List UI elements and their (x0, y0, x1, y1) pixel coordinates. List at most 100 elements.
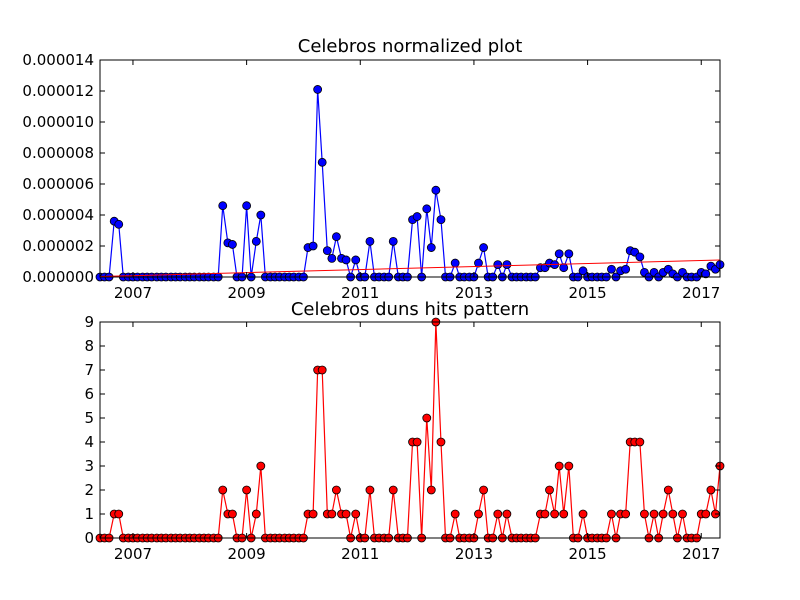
data-point (564, 461, 574, 471)
y-tick-label: 0.000002 (22, 237, 94, 255)
y-tick-label: 0.000000 (22, 268, 94, 286)
y-tick-label: 9 (84, 313, 94, 331)
x-tick-label: 2011 (341, 545, 379, 563)
data-point (635, 252, 645, 262)
data-point (649, 509, 659, 519)
data-point (256, 461, 266, 471)
data-point (578, 509, 588, 519)
data-point (341, 509, 351, 519)
data-point (365, 236, 375, 246)
data-point (317, 157, 327, 167)
data-point (341, 255, 351, 265)
data-point (701, 269, 711, 279)
data-point (218, 485, 228, 495)
data-point (431, 185, 441, 195)
x-tick-label: 2013 (455, 545, 493, 563)
data-point (322, 246, 332, 256)
data-point (332, 232, 341, 242)
data-point (436, 437, 446, 447)
plot-frame (99, 59, 721, 278)
data-point (317, 365, 327, 375)
y-tick-label: 6 (84, 385, 94, 403)
data-point (564, 249, 574, 259)
data-point (450, 509, 460, 519)
data-point (114, 219, 124, 229)
data-point (388, 236, 398, 246)
data-point (365, 485, 375, 495)
data-point (668, 509, 678, 519)
x-tick-label: 2015 (568, 284, 606, 302)
x-tick-label: 2013 (455, 284, 493, 302)
data-point (663, 485, 673, 495)
y-tick-label: 0.000010 (22, 113, 94, 131)
x-tick-label: 2007 (114, 284, 152, 302)
data-point (621, 264, 631, 274)
data-point (559, 509, 569, 519)
data-point (607, 264, 616, 274)
data-point (502, 509, 512, 519)
series-line (100, 321, 721, 539)
data-point (545, 485, 554, 495)
data-point (554, 249, 564, 259)
y-tick-label: 5 (84, 409, 94, 427)
data-point (242, 485, 252, 495)
data-point (426, 485, 436, 495)
data-point (540, 509, 550, 519)
y-tick-label: 1 (84, 505, 94, 523)
data-point (635, 437, 645, 447)
x-tick-label: 2017 (682, 284, 720, 302)
plot-frame (99, 321, 721, 539)
x-tick-label: 2009 (228, 545, 266, 563)
y-tick-label: 0.000008 (22, 144, 94, 162)
data-point (251, 236, 261, 246)
normalized-plot-panel: 0.000000 0.000002 0.000004 0.000006 0.000008… (22, 36, 725, 302)
data-point (578, 266, 588, 276)
data-point (502, 260, 512, 270)
data-point (308, 509, 318, 519)
data-point (412, 212, 422, 221)
data-point (313, 85, 323, 94)
data-point (436, 215, 446, 225)
data-point (308, 241, 318, 251)
y-tick-label: 2 (84, 481, 94, 499)
data-point (256, 210, 266, 220)
x-tick-label: 2015 (568, 545, 606, 563)
data-point (426, 243, 436, 252)
y-tick-label: 7 (84, 361, 94, 379)
y-tick-label: 0.000006 (22, 175, 94, 193)
data-point (351, 509, 361, 519)
data-point (327, 253, 337, 263)
x-tick-label: 2009 (228, 284, 266, 302)
data-point (479, 485, 488, 495)
data-point (388, 485, 398, 495)
data-point (658, 509, 668, 519)
data-point (327, 509, 337, 519)
y-tick-label: 0 (84, 529, 94, 547)
y-tick-label: 0.000014 (22, 51, 94, 69)
y-tick-label: 8 (84, 337, 94, 355)
data-point (493, 260, 503, 270)
data-point (640, 509, 649, 519)
data-point (450, 258, 460, 268)
y-tick-label: 3 (84, 457, 94, 475)
data-point (550, 509, 560, 519)
data-point (474, 258, 483, 268)
chart-title: Celebros duns hits pattern (291, 299, 529, 320)
x-tick-label: 2011 (341, 284, 379, 302)
data-point (474, 509, 483, 519)
data-point (422, 413, 432, 423)
x-tick-label: 2017 (682, 545, 720, 563)
y-tick-label: 0.000012 (22, 82, 94, 100)
data-point (228, 240, 237, 249)
trend-line (99, 259, 721, 278)
hits-pattern-panel: 0 1 2 3 4 5 6 7 8 9 2007 2009 2011 2013 2015 2017 Celebr… (84, 299, 725, 563)
data-point (706, 485, 716, 495)
data-point (701, 509, 711, 519)
data-point (554, 461, 564, 471)
chart-title: Celebros normalized plot (298, 36, 523, 57)
y-tick-label: 0.000004 (22, 206, 94, 224)
data-point (479, 243, 488, 252)
data-point (332, 485, 341, 495)
data-point (607, 509, 616, 519)
